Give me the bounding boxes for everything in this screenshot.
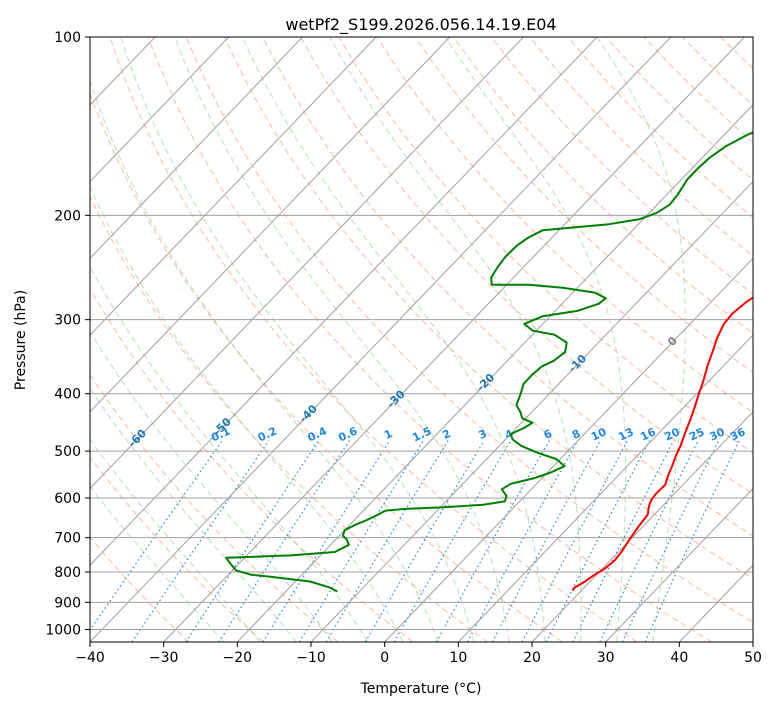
y-tick-label: 700 <box>54 531 81 547</box>
x-tick-label: −10 <box>296 650 326 666</box>
y-tick-label: 1000 <box>45 622 81 638</box>
y-tick-label: 500 <box>54 444 81 460</box>
x-tick-label: 50 <box>744 650 762 666</box>
y-tick-label: 800 <box>54 565 81 581</box>
y-tick-label: 100 <box>54 30 81 46</box>
x-tick-label: −40 <box>75 650 105 666</box>
chart-title: wetPf2_S199.2026.056.14.19.E04 <box>285 15 556 35</box>
x-tick-label: −20 <box>223 650 253 666</box>
y-tick-label: 900 <box>54 595 81 611</box>
x-tick-label: 30 <box>597 650 615 666</box>
x-tick-label: 0 <box>380 650 389 666</box>
x-tick-label: 10 <box>449 650 467 666</box>
y-tick-label: 200 <box>54 208 81 224</box>
x-axis-title: Temperature (°C) <box>360 681 482 697</box>
y-tick-label: 600 <box>54 491 81 507</box>
x-tick-label: −30 <box>149 650 179 666</box>
y-tick-label: 300 <box>54 313 81 329</box>
y-axis-title: Pressure (hPa) <box>13 290 29 390</box>
y-tick-label: 400 <box>54 387 81 403</box>
x-tick-label: 40 <box>670 650 688 666</box>
x-tick-label: 20 <box>523 650 541 666</box>
